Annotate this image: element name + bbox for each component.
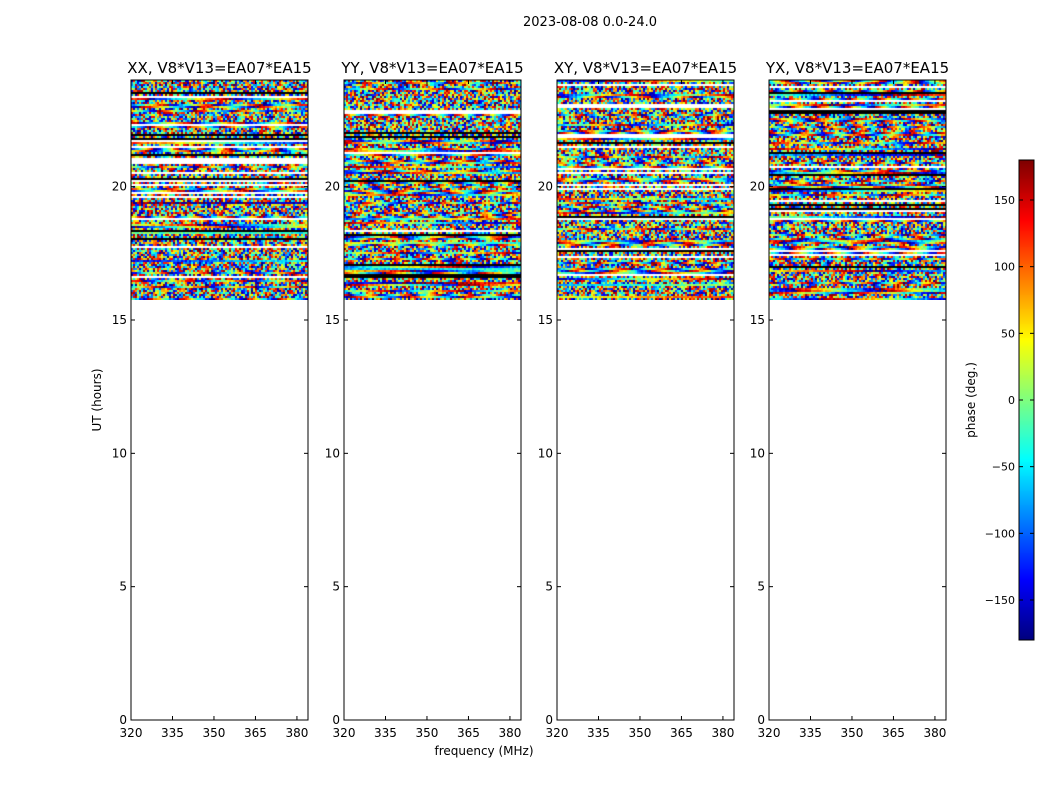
y-tick-label: 15 <box>538 313 553 327</box>
y-tick-label: 5 <box>757 580 765 594</box>
x-tick-label: 335 <box>374 726 397 740</box>
axes-frame <box>130 79 309 721</box>
y-tick-label: 10 <box>112 446 127 460</box>
x-tick-label: 350 <box>203 726 226 740</box>
y-tick-label: 0 <box>545 713 553 727</box>
x-tick-label: 320 <box>758 726 781 740</box>
y-tick-label: 5 <box>119 580 127 594</box>
y-tick-label: 0 <box>757 713 765 727</box>
y-tick-label: 10 <box>325 446 340 460</box>
colorbar-tick-label: 50 <box>1001 327 1015 340</box>
x-tick-label: 365 <box>670 726 693 740</box>
colorbar-tick-label: −150 <box>985 594 1015 607</box>
x-tick-label: 320 <box>120 726 143 740</box>
y-tick-label: 10 <box>750 446 765 460</box>
x-tick-label: 365 <box>457 726 480 740</box>
panel-title: XY, V8*V13=EA07*EA15 <box>554 59 737 77</box>
x-tick-label: 320 <box>333 726 356 740</box>
x-tick-label: 350 <box>416 726 439 740</box>
y-axis-label: UT (hours) <box>90 368 104 431</box>
y-tick-label: 20 <box>750 180 765 194</box>
axes-frame <box>556 79 735 721</box>
colorbar-tick-label: −50 <box>992 461 1015 474</box>
x-tick-label: 320 <box>546 726 569 740</box>
x-tick-label: 380 <box>711 726 734 740</box>
y-tick-label: 15 <box>325 313 340 327</box>
y-tick-label: 5 <box>545 580 553 594</box>
panel-3: XY, V8*V13=EA07*EA15 320 335 350 365 380 0 5 10 1… <box>538 59 737 740</box>
colorbar-label: phase (deg.) <box>964 362 978 438</box>
y-tick-label: 20 <box>112 180 127 194</box>
colorbar-tick-label: −100 <box>985 527 1015 540</box>
x-tick-label: 350 <box>629 726 652 740</box>
colorbar-gradient <box>1019 160 1034 640</box>
phase-heatmap <box>131 80 308 300</box>
colorbar-tick-label: 150 <box>994 194 1015 207</box>
y-tick-label: 0 <box>119 713 127 727</box>
axes-frame <box>768 79 947 721</box>
colorbar-tick-label: 0 <box>1008 394 1015 407</box>
x-tick-label: 380 <box>285 726 308 740</box>
panel-2: YY, V8*V13=EA07*EA15 320 335 350 365 380 0 5 10 1… <box>325 59 534 758</box>
x-tick-label: 350 <box>841 726 864 740</box>
y-tick-label: 15 <box>112 313 127 327</box>
colorbar: −150 −100 −50 0 50 100 150 phase (deg.) <box>964 159 1035 641</box>
colorbar-tick-label: 100 <box>994 261 1015 274</box>
panel-1: XX, V8*V13=EA07*EA15 320 335 350 365 380 0 5 10 1… <box>90 59 312 740</box>
y-tick-label: 0 <box>332 713 340 727</box>
phase-heatmap <box>557 80 734 300</box>
x-tick-label: 335 <box>161 726 184 740</box>
panel-title: YY, V8*V13=EA07*EA15 <box>340 59 523 77</box>
y-tick-label: 10 <box>538 446 553 460</box>
x-axis-label: frequency (MHz) <box>434 744 533 758</box>
x-tick-label: 365 <box>882 726 905 740</box>
phase-heatmap <box>344 80 521 300</box>
x-tick-label: 365 <box>244 726 267 740</box>
axes-frame <box>343 79 522 721</box>
y-tick-label: 20 <box>325 180 340 194</box>
y-tick-label: 5 <box>332 580 340 594</box>
x-tick-label: 335 <box>587 726 610 740</box>
y-tick-label: 20 <box>538 180 553 194</box>
x-tick-label: 380 <box>923 726 946 740</box>
panel-title: YX, V8*V13=EA07*EA15 <box>765 59 949 77</box>
x-tick-label: 335 <box>799 726 822 740</box>
x-tick-label: 380 <box>498 726 521 740</box>
panels: XX, V8*V13=EA07*EA15 320 335 350 365 380 0 5 10 1… <box>90 59 949 758</box>
y-tick-label: 15 <box>750 313 765 327</box>
figure-title: 2023-08-08 0.0-24.0 <box>523 15 657 30</box>
panel-title: XX, V8*V13=EA07*EA15 <box>127 59 311 77</box>
phase-heatmap <box>769 80 946 300</box>
panel-4: YX, V8*V13=EA07*EA15 320 335 350 365 380 0 5 10 1… <box>750 59 949 740</box>
